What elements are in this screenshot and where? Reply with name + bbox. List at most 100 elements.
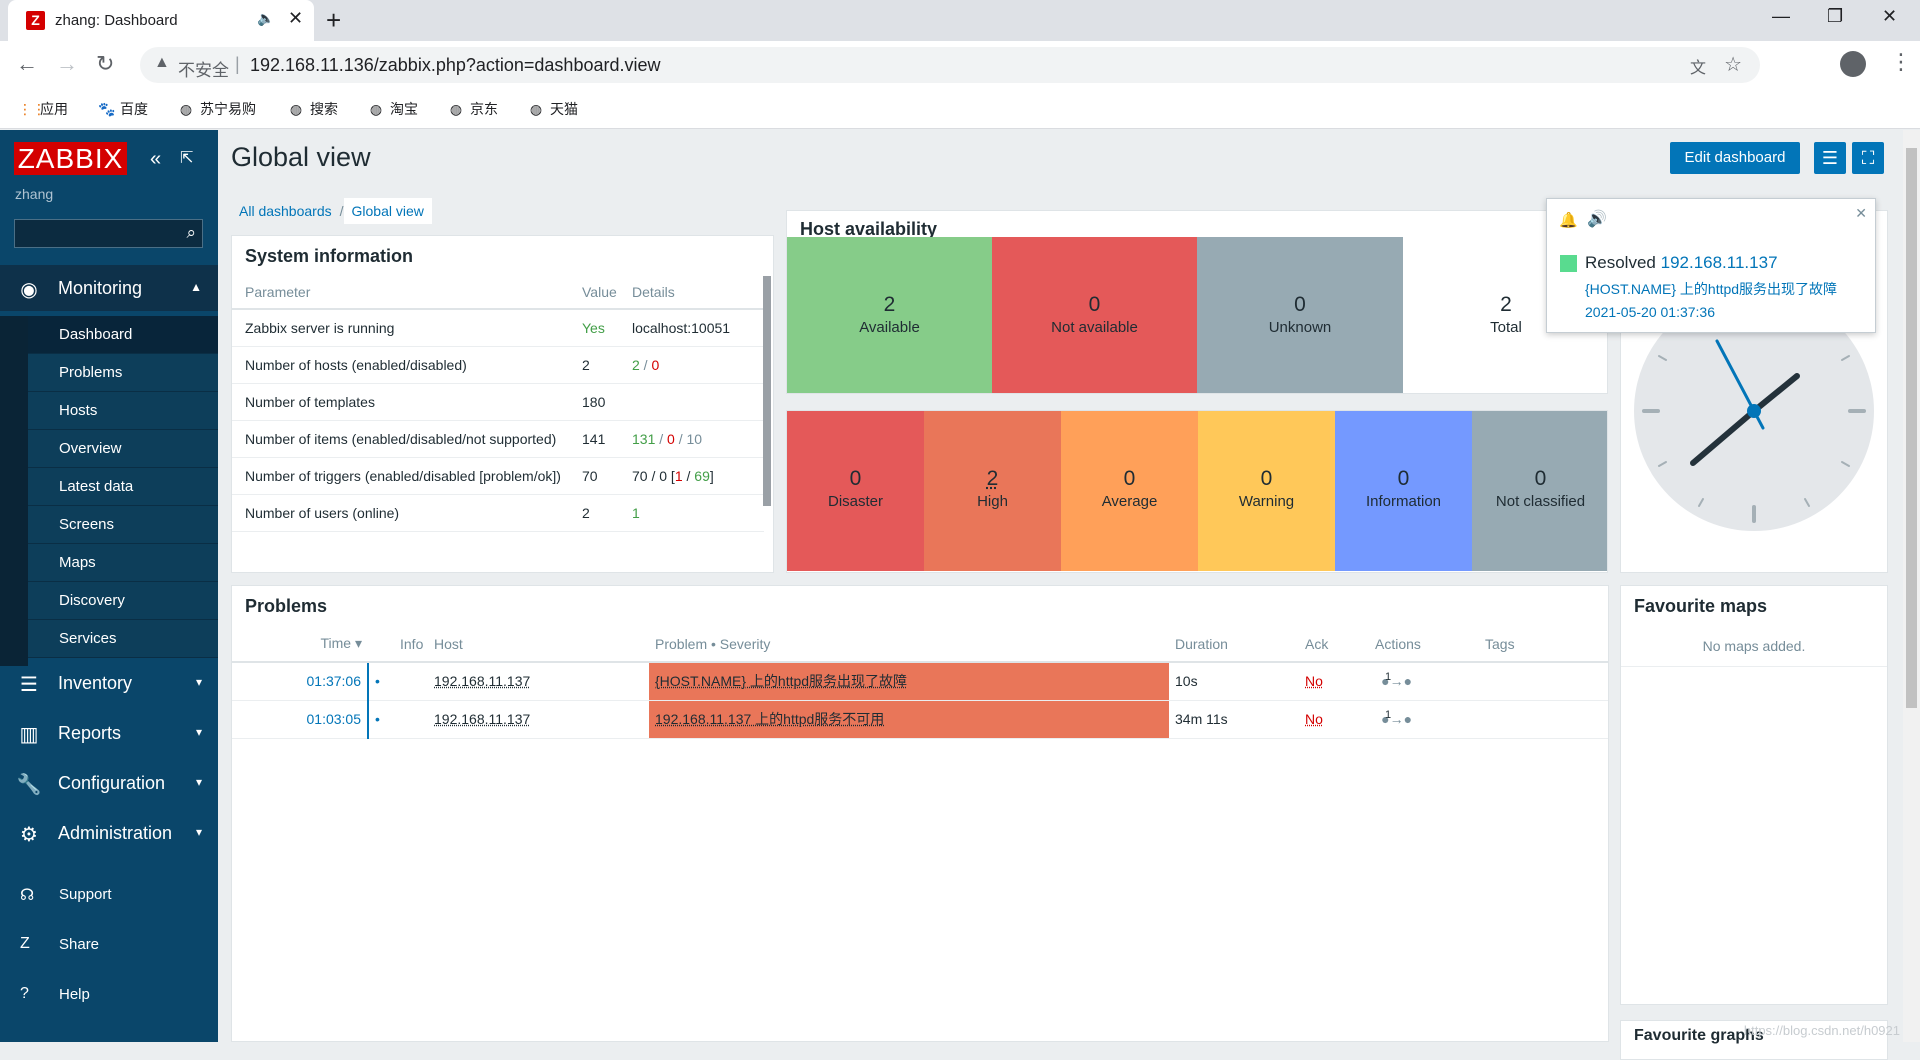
actions-menu-icon[interactable]: ☰	[1814, 142, 1846, 174]
forward-icon[interactable]: →	[56, 51, 78, 76]
problem-time[interactable]: 01:03:05	[232, 700, 368, 739]
bookmark-search[interactable]: ◍ 搜索	[288, 99, 338, 119]
sidebar-item-overview[interactable]: Overview	[28, 430, 218, 468]
notification-message[interactable]: {HOST.NAME} 上的httpd服务出现了故障	[1585, 281, 1838, 297]
details-text: ]	[709, 468, 714, 484]
page-title: Global view	[231, 142, 371, 172]
severity-high[interactable]: 2 High	[924, 411, 1061, 571]
sidebar-item-maps[interactable]: Maps	[28, 544, 218, 582]
menu-administration[interactable]: ⚙ Administration ▾	[0, 810, 218, 856]
notification-host[interactable]: 192.168.11.137	[1660, 253, 1778, 272]
empty-message: No maps added.	[1702, 638, 1806, 654]
menu-label: Monitoring	[58, 278, 143, 298]
breadcrumb-current[interactable]: Global view	[343, 198, 432, 224]
page-scrollbar[interactable]	[1903, 130, 1920, 1042]
problem-name[interactable]: 192.168.11.137 上的httpd服务不可用	[655, 711, 885, 727]
host-link[interactable]: 192.168.11.137	[434, 673, 531, 690]
collapse-sidebar-icon[interactable]: «	[150, 148, 162, 170]
back-icon[interactable]: ←	[16, 51, 38, 76]
footer-support[interactable]: ☊ Support	[0, 875, 218, 915]
details-cell: 131 / 0 / 10	[632, 420, 764, 458]
zabbix-logo[interactable]: ZABBIX	[14, 142, 127, 175]
translate-icon[interactable]: 文	[1689, 60, 1706, 77]
menu-monitoring[interactable]: ◉ Monitoring ▲	[0, 265, 218, 311]
footer-help[interactable]: ? Help	[0, 975, 218, 1015]
severity-not-classified[interactable]: 0 Not classified	[1472, 411, 1607, 571]
table-row: Number of items (enabled/disabled/not su…	[232, 420, 764, 458]
actions-cell[interactable]: 1●→●	[1369, 700, 1479, 739]
footer-share[interactable]: Z Share	[0, 925, 218, 965]
bell-icon[interactable]: 🔔	[1559, 212, 1578, 229]
ack-link[interactable]: No	[1299, 662, 1369, 701]
bookmark-apps[interactable]: ⋮⋮应用	[18, 99, 68, 119]
hide-sidebar-icon[interactable]: ⇱	[180, 150, 194, 167]
ok-count: 69	[694, 468, 710, 484]
problem-name[interactable]: {HOST.NAME} 上的httpd服务出现了故障	[655, 673, 908, 690]
menu-reports[interactable]: ▥ Reports ▾	[0, 710, 218, 756]
restore-icon[interactable]: ❐	[1827, 6, 1844, 26]
bookmark-star-icon[interactable]: ☆	[1724, 54, 1742, 76]
globe-icon: ◍	[369, 101, 383, 117]
edit-dashboard-button[interactable]: Edit dashboard	[1670, 142, 1800, 174]
fullscreen-icon[interactable]: ⛶	[1852, 142, 1884, 174]
headset-icon: ☊	[20, 887, 35, 904]
bookmark-suning[interactable]: ◍ 苏宁易购	[178, 99, 256, 119]
bookmark-taobao[interactable]: ◍ 淘宝	[368, 99, 418, 119]
bookmark-baidu[interactable]: 🐾 百度	[98, 99, 148, 119]
list-icon: ☰	[20, 674, 38, 696]
sidebar-item-problems[interactable]: Problems	[28, 354, 218, 392]
host-link[interactable]: 192.168.11.137	[434, 711, 531, 727]
severity-disaster[interactable]: 0 Disaster	[787, 411, 924, 571]
profile-icon[interactable]	[1840, 51, 1866, 77]
breadcrumb-all-dashboards[interactable]: All dashboards	[239, 203, 332, 219]
reload-icon[interactable]: ↻	[96, 51, 115, 76]
ha-unknown[interactable]: 0 Unknown	[1197, 237, 1403, 393]
search-input[interactable]: ⌕	[14, 219, 203, 248]
ack-link[interactable]: No	[1299, 700, 1369, 739]
notification-time[interactable]: 2021-05-20 01:37:36	[1585, 304, 1715, 320]
system-information-table: Parameter Value Details Zabbix server is…	[232, 276, 764, 532]
severity-information[interactable]: 0 Information	[1335, 411, 1472, 571]
problem-cell[interactable]: {HOST.NAME} 上的httpd服务出现了故障	[649, 662, 1169, 701]
close-tab-icon[interactable]: ✕	[288, 8, 304, 28]
severity-warning[interactable]: 0 Warning	[1198, 411, 1335, 571]
new-tab-icon[interactable]: +	[326, 5, 342, 35]
close-icon[interactable]: ✕	[1855, 205, 1867, 221]
search-icon[interactable]: ⌕	[186, 223, 196, 242]
browser-tab[interactable]: Z zhang: Dashboard 🔈 ✕	[8, 0, 314, 41]
menu-inventory[interactable]: ☰ Inventory ▾	[0, 660, 218, 706]
column-header-time[interactable]: Time ▾	[232, 626, 368, 663]
ha-count: 2	[883, 293, 896, 316]
host-cell: 192.168.11.137	[434, 700, 649, 739]
problem-time[interactable]: 01:37:06	[232, 662, 368, 701]
warning-icon[interactable]: ▲	[154, 54, 170, 71]
url-text[interactable]: 192.168.11.136/zabbix.php?action=dashboa…	[250, 55, 661, 75]
sidebar-item-services[interactable]: Services	[28, 620, 218, 658]
scrollbar-thumb[interactable]	[1906, 148, 1917, 708]
minimize-icon[interactable]: —	[1772, 6, 1790, 26]
sidebar-item-discovery[interactable]: Discovery	[28, 582, 218, 620]
sidebar-item-latest-data[interactable]: Latest data	[28, 468, 218, 506]
wrench-icon: 🔧	[16, 774, 42, 796]
browser-menu-icon[interactable]: ⋮	[1890, 49, 1912, 74]
sidebar-item-hosts[interactable]: Hosts	[28, 392, 218, 430]
address-bar[interactable]: ▲ 不安全 | 192.168.11.136/zabbix.php?action…	[140, 47, 1760, 83]
duration-cell: 34m 11s	[1169, 700, 1299, 739]
widget-scrollbar[interactable]	[763, 276, 771, 506]
window-close-icon[interactable]: ✕	[1882, 6, 1898, 26]
bookmark-jd[interactable]: ◍ 京东	[448, 99, 498, 119]
ha-available[interactable]: 2 Available	[787, 237, 992, 393]
severity-count[interactable]: 2	[986, 467, 999, 490]
menu-configuration[interactable]: 🔧 Configuration ▾	[0, 760, 218, 806]
actions-cell[interactable]: 1●→●	[1369, 662, 1479, 701]
ha-label: Available	[859, 319, 920, 336]
ha-not-available[interactable]: 0 Not available	[992, 237, 1197, 393]
speaker-icon[interactable]: 🔈	[257, 10, 275, 26]
problem-cell[interactable]: 192.168.11.137 上的httpd服务不可用	[649, 700, 1169, 739]
speaker-icon[interactable]: 🔊	[1587, 211, 1607, 228]
sidebar-item-dashboard[interactable]: Dashboard	[28, 316, 218, 354]
tags-cell	[1479, 700, 1608, 739]
bookmark-tmall[interactable]: ◍ 天猫	[528, 99, 578, 119]
sidebar-item-screens[interactable]: Screens	[28, 506, 218, 544]
severity-average[interactable]: 0 Average	[1061, 411, 1198, 571]
